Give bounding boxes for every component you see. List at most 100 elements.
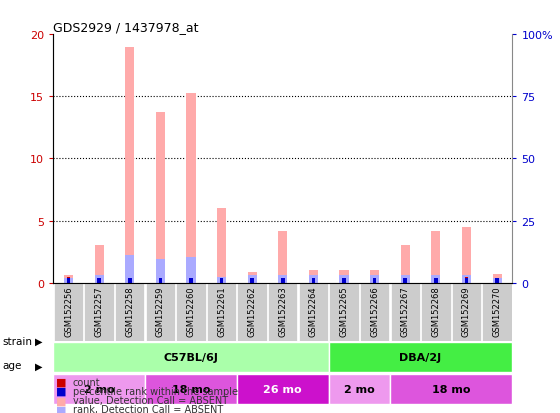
Bar (465, 278, 468, 283)
Bar (95, 275, 104, 283)
Text: 18 mo: 18 mo (172, 384, 210, 394)
FancyBboxPatch shape (482, 284, 512, 341)
FancyBboxPatch shape (54, 284, 83, 341)
Bar (64, 275, 73, 283)
FancyBboxPatch shape (329, 342, 512, 373)
Text: age: age (3, 361, 22, 370)
Bar (250, 278, 254, 283)
FancyBboxPatch shape (268, 284, 297, 341)
Bar (128, 278, 132, 283)
Bar (431, 275, 441, 283)
Bar (281, 278, 284, 283)
Bar (495, 278, 499, 283)
Bar (400, 246, 410, 283)
Text: rank, Detection Call = ABSENT: rank, Detection Call = ABSENT (73, 404, 223, 413)
Bar (462, 275, 471, 283)
Text: C57BL/6J: C57BL/6J (164, 352, 218, 362)
FancyBboxPatch shape (115, 284, 144, 341)
FancyBboxPatch shape (360, 284, 389, 341)
Bar (431, 231, 441, 283)
Text: GSM152259: GSM152259 (156, 286, 165, 336)
FancyBboxPatch shape (421, 284, 451, 341)
Bar (158, 278, 162, 283)
Text: GSM152267: GSM152267 (401, 286, 410, 337)
Bar (156, 113, 165, 283)
Text: strain: strain (3, 336, 33, 346)
Text: GSM152266: GSM152266 (370, 286, 379, 337)
Bar (248, 272, 257, 283)
Bar (220, 278, 223, 283)
Bar (400, 275, 410, 283)
Bar (370, 275, 379, 283)
Text: 18 mo: 18 mo (432, 384, 470, 394)
Bar (64, 278, 73, 283)
FancyBboxPatch shape (298, 284, 328, 341)
FancyBboxPatch shape (452, 284, 481, 341)
Text: GDS2929 / 1437978_at: GDS2929 / 1437978_at (53, 21, 199, 34)
FancyBboxPatch shape (329, 284, 359, 341)
Text: GSM152263: GSM152263 (278, 286, 287, 337)
Bar (339, 271, 349, 283)
Text: 2 mo: 2 mo (344, 384, 375, 394)
Text: percentile rank within the sample: percentile rank within the sample (73, 386, 238, 396)
Text: GSM152265: GSM152265 (339, 286, 348, 337)
Text: ■: ■ (56, 395, 67, 405)
FancyBboxPatch shape (237, 374, 329, 404)
Bar (67, 277, 71, 283)
Bar (186, 257, 195, 283)
Text: DBA/2J: DBA/2J (399, 352, 442, 362)
Text: GSM152270: GSM152270 (493, 286, 502, 337)
FancyBboxPatch shape (53, 342, 329, 373)
Bar (217, 277, 226, 283)
Bar (492, 274, 502, 283)
Text: 2 mo: 2 mo (84, 384, 114, 394)
FancyBboxPatch shape (237, 284, 267, 341)
Bar (465, 277, 468, 283)
FancyBboxPatch shape (85, 284, 114, 341)
Bar (462, 227, 471, 283)
Bar (370, 271, 379, 283)
FancyBboxPatch shape (176, 284, 206, 341)
Bar (492, 278, 502, 283)
Bar (97, 278, 101, 283)
FancyBboxPatch shape (390, 374, 512, 404)
Text: ▶: ▶ (35, 336, 43, 346)
Bar (156, 259, 165, 283)
Bar (278, 231, 287, 283)
Bar (342, 278, 346, 283)
Bar (125, 47, 134, 283)
FancyBboxPatch shape (53, 374, 145, 404)
Bar (339, 275, 349, 283)
FancyBboxPatch shape (146, 284, 175, 341)
FancyBboxPatch shape (207, 284, 236, 341)
Text: GSM152262: GSM152262 (248, 286, 256, 337)
FancyBboxPatch shape (390, 284, 420, 341)
FancyBboxPatch shape (145, 374, 237, 404)
Bar (403, 278, 407, 283)
Text: GSM152257: GSM152257 (95, 286, 104, 337)
Text: GSM152261: GSM152261 (217, 286, 226, 337)
Text: GSM152264: GSM152264 (309, 286, 318, 337)
Text: count: count (73, 377, 100, 387)
Text: GSM152260: GSM152260 (186, 286, 195, 337)
Bar (248, 275, 257, 283)
Bar (309, 271, 318, 283)
Bar (217, 209, 226, 283)
Text: ■: ■ (56, 404, 67, 413)
Text: ■: ■ (56, 377, 67, 387)
Text: ■: ■ (56, 386, 67, 396)
Bar (189, 278, 193, 283)
Bar (311, 278, 315, 283)
Text: GSM152256: GSM152256 (64, 286, 73, 337)
Text: ▶: ▶ (35, 361, 43, 370)
Bar (373, 278, 376, 283)
Bar (95, 246, 104, 283)
Text: GSM152268: GSM152268 (431, 286, 440, 337)
Bar (434, 278, 438, 283)
Text: value, Detection Call = ABSENT: value, Detection Call = ABSENT (73, 395, 228, 405)
Bar (67, 278, 71, 283)
Bar (278, 275, 287, 283)
Bar (309, 275, 318, 283)
Bar (125, 256, 134, 283)
Text: GSM152258: GSM152258 (125, 286, 134, 337)
